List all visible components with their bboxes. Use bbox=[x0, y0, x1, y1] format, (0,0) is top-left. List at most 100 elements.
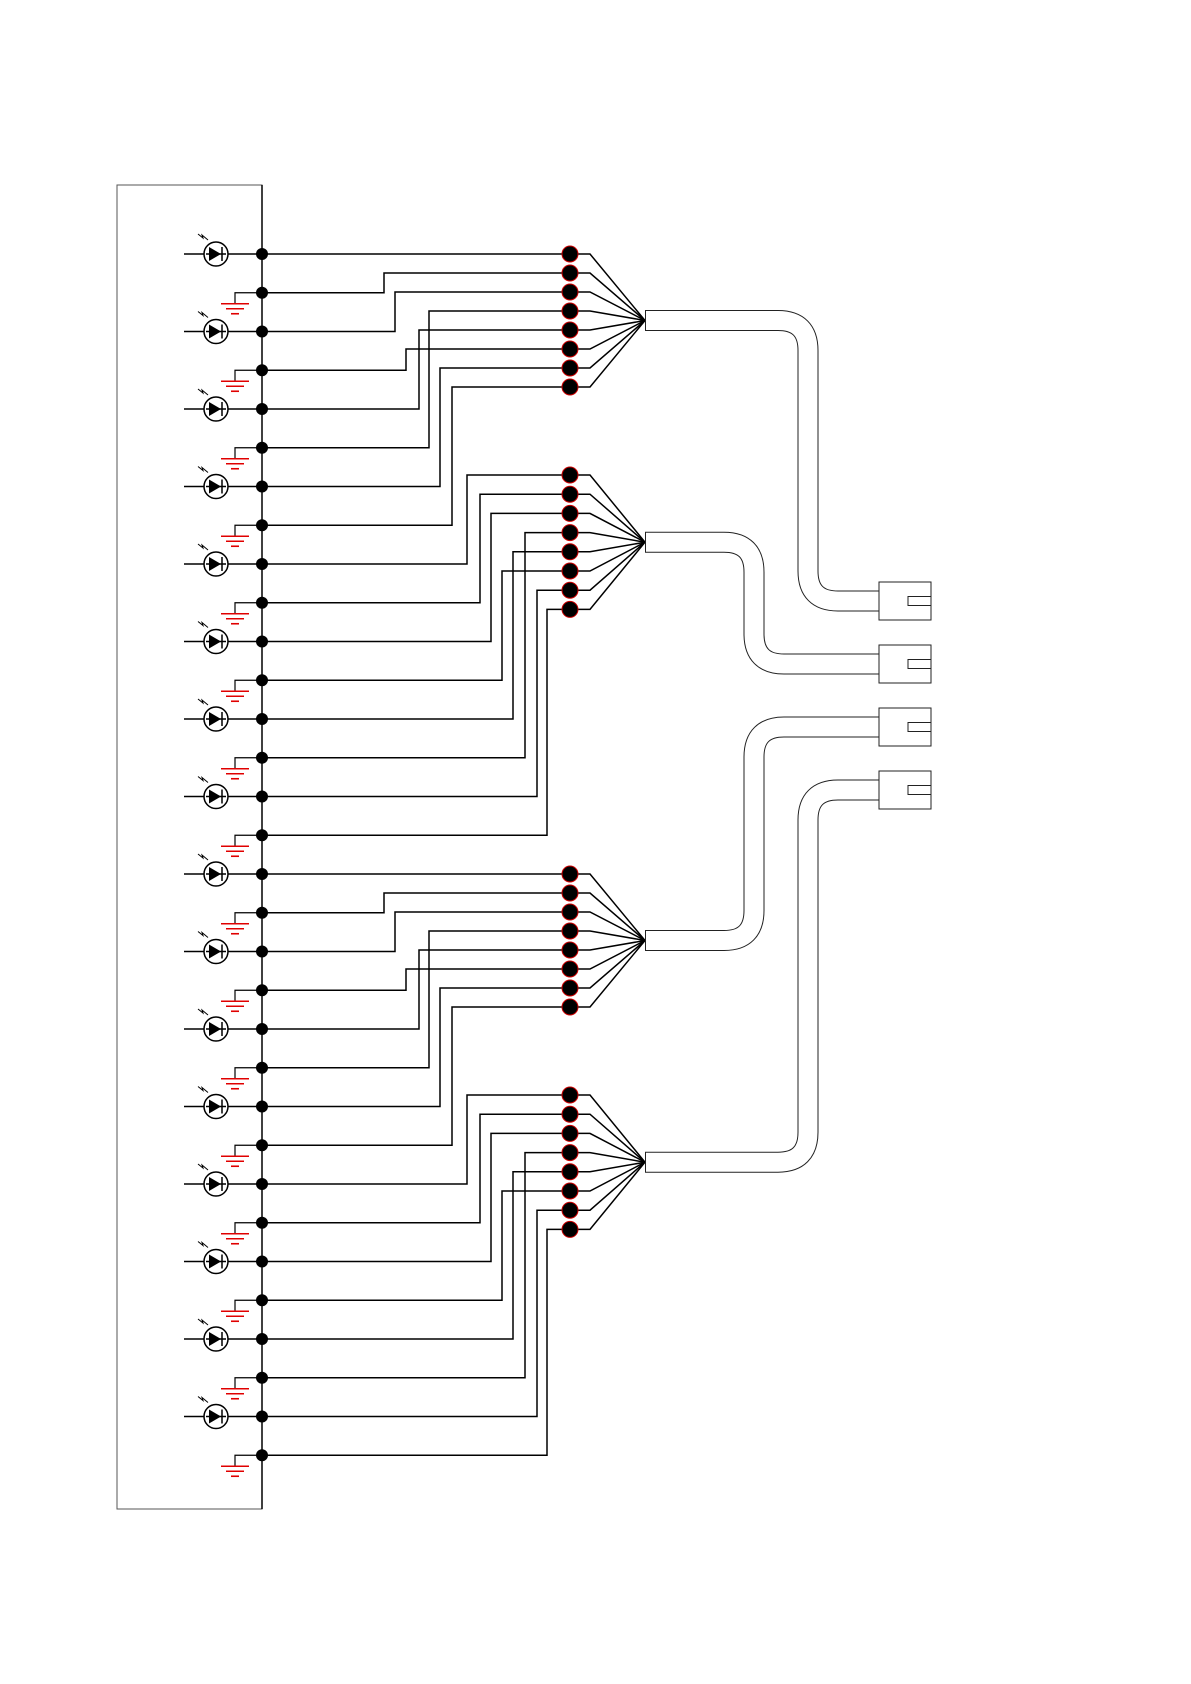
signal-wire bbox=[262, 272, 570, 294]
bus-node bbox=[256, 558, 268, 570]
connector-pin-icon bbox=[561, 340, 579, 358]
fan-wire bbox=[570, 319, 646, 331]
connector-pin-icon bbox=[561, 378, 579, 396]
signal-wire bbox=[262, 1171, 570, 1340]
photodiode-icon bbox=[184, 1240, 262, 1275]
ground-icon bbox=[221, 292, 262, 315]
photodiode-icon bbox=[184, 1395, 262, 1430]
bus-node bbox=[256, 906, 268, 919]
connector-pin-icon bbox=[561, 960, 579, 978]
led-triangle bbox=[209, 557, 221, 571]
connector-pin-icon bbox=[561, 941, 579, 959]
light-arrow bbox=[197, 698, 209, 706]
led-triangle bbox=[209, 402, 221, 416]
ground-lead bbox=[234, 834, 262, 847]
led-triangle bbox=[209, 324, 221, 339]
bus-node bbox=[256, 1061, 268, 1074]
bus-node bbox=[256, 1139, 268, 1152]
bus-node bbox=[256, 1371, 268, 1384]
ground-icon bbox=[221, 1222, 262, 1245]
photodiode-icon bbox=[184, 1163, 262, 1197]
photodiode-icon bbox=[184, 465, 262, 500]
bus-node bbox=[256, 1410, 268, 1423]
plug-connector-icon bbox=[878, 707, 932, 747]
connector-pin-icon bbox=[561, 1105, 579, 1123]
bus-node bbox=[256, 635, 268, 648]
photodiode-icon bbox=[184, 853, 262, 887]
ground-lead bbox=[234, 1377, 262, 1389]
connector-pin-icon bbox=[561, 1182, 579, 1200]
fan-wire bbox=[570, 531, 646, 543]
signal-wire bbox=[262, 892, 570, 914]
cable bbox=[645, 531, 880, 675]
ground-icon bbox=[221, 679, 262, 703]
ground-icon bbox=[221, 757, 262, 780]
signal-wire bbox=[262, 474, 570, 565]
connector-pin-icon bbox=[561, 264, 579, 282]
bus-node bbox=[256, 868, 268, 880]
connector-pin-icon bbox=[561, 865, 579, 883]
bus-node bbox=[256, 674, 268, 687]
bus-node bbox=[256, 1100, 268, 1113]
plug-notch bbox=[907, 722, 932, 732]
photodiode-icon bbox=[184, 620, 262, 655]
ground-icon bbox=[221, 602, 262, 625]
plug-connector-icon bbox=[878, 770, 932, 810]
ground-icon bbox=[221, 1377, 262, 1400]
connector-pin-icon bbox=[561, 1163, 579, 1181]
light-arrow bbox=[197, 1240, 209, 1248]
plug-notch bbox=[907, 785, 932, 795]
cable bbox=[645, 716, 880, 951]
wires bbox=[262, 253, 646, 1456]
signal-wire bbox=[262, 1151, 570, 1379]
ground-lead bbox=[234, 447, 262, 459]
bus-node bbox=[256, 751, 268, 764]
connector-pin-group bbox=[561, 466, 579, 618]
signal-wire bbox=[262, 551, 570, 720]
plug-notch bbox=[907, 659, 932, 669]
connector-pin-icon bbox=[561, 283, 579, 301]
light-arrow bbox=[197, 465, 209, 473]
signal-wire bbox=[262, 348, 570, 371]
signal-wire bbox=[262, 968, 570, 991]
ground-lead bbox=[234, 1144, 262, 1157]
connector-pin-icon bbox=[561, 466, 579, 484]
ground-lead bbox=[234, 912, 262, 924]
fan-wire bbox=[570, 930, 646, 942]
ground-icon bbox=[221, 1299, 262, 1323]
photodiode-icon bbox=[184, 543, 262, 577]
signal-wire bbox=[262, 911, 570, 953]
bus-node bbox=[256, 480, 268, 493]
bus-node bbox=[256, 325, 268, 338]
plug-notch bbox=[907, 596, 932, 606]
bus-node bbox=[256, 403, 268, 415]
led-triangle bbox=[209, 247, 221, 261]
cable-body bbox=[646, 717, 880, 950]
signal-wire bbox=[262, 531, 570, 759]
photodiode-icon bbox=[184, 1318, 262, 1352]
connector-pin-group bbox=[561, 245, 579, 396]
fan-wire bbox=[570, 1151, 646, 1163]
photodiode-icon bbox=[184, 388, 262, 422]
ground-lead bbox=[234, 1222, 262, 1234]
signal-wire bbox=[262, 608, 570, 836]
cable bbox=[645, 779, 880, 1173]
connector-pin-icon bbox=[561, 1144, 579, 1162]
led-triangle bbox=[209, 634, 221, 649]
connector-pin-icon bbox=[561, 1086, 579, 1104]
bus-node bbox=[256, 364, 268, 377]
connector-pin-icon bbox=[561, 1124, 579, 1142]
connector-pin-icon bbox=[561, 998, 579, 1016]
connector-pin-icon bbox=[561, 979, 579, 997]
ground-icon bbox=[221, 1067, 262, 1090]
plug-connector-icon bbox=[878, 644, 932, 684]
bus-node bbox=[256, 1449, 268, 1462]
signal-wire bbox=[262, 1132, 570, 1263]
connector-pin-icon bbox=[561, 600, 579, 618]
ground-icon bbox=[221, 989, 262, 1013]
led-triangle bbox=[209, 867, 221, 881]
signal-wire bbox=[262, 1006, 570, 1146]
symbols bbox=[184, 233, 579, 1478]
bus-node bbox=[256, 790, 268, 803]
light-arrow bbox=[197, 1318, 209, 1326]
